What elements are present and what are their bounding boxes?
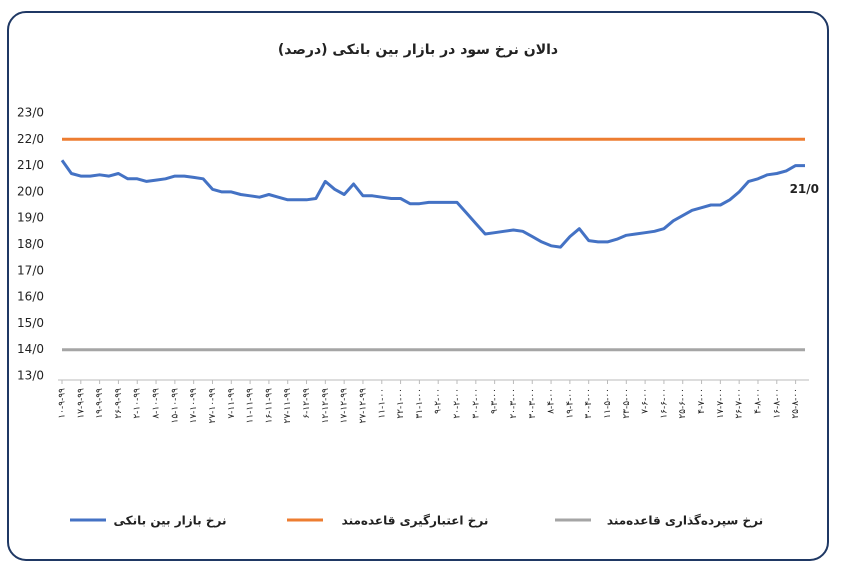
x-tick-label: ۱۱-۵-۰۰ [603,388,613,419]
x-tick-label: ۲۷-۱۰-۹۹ [208,388,218,424]
x-tick-label: ۱۹-۴-۰۰ [565,388,575,419]
x-tick-label: ۲۵-۸-۰۰ [791,388,801,419]
x-tick-label: ۱۷-۷-۰۰ [716,388,726,419]
y-tick-label: 15/0 [17,316,44,330]
x-tick-label: ۸-۴-۰۰ [547,388,557,414]
x-tick-label: ۲۲-۱-۰۰ [396,388,406,419]
x-tick-label: ۱۷-۹-۹۹ [76,388,86,419]
x-tick-label: ۳۰-۴-۰۰ [584,388,594,419]
y-tick-label: 19/0 [17,211,44,225]
frame [7,11,829,561]
value-label: 21/0 [790,182,819,196]
x-tick-label: ۲۶-۹-۹۹ [114,388,124,419]
x-tick-label: ۱۲-۱۲-۹۹ [321,388,331,424]
x-tick-label: ۲-۱۰-۹۹ [133,388,143,419]
x-tick-label: ۲۰-۲-۰۰ [453,388,463,419]
x-tick-label: ۷-۶-۰۰ [641,388,651,414]
x-tick-label: ۲۶-۷-۰۰ [735,388,745,419]
series-line [60,159,805,249]
x-tick-label: ۲۳-۵-۰۰ [622,388,632,419]
x-tick-label: ۲۷-۱۱-۹۹ [283,388,293,424]
chart-title: دالان نرخ سود در بازار بین بانکی (درصد) [278,42,558,58]
x-tick-label: ۶-۱۲-۹۹ [302,388,312,419]
x-tick-label: ۱۰-۹-۹۹ [58,388,68,419]
legend-label: نرخ اعتبارگیری قاعده‌مند [342,514,489,528]
x-tick-label: ۱۱-۱-۰۰ [377,388,387,419]
y-tick-label: 21/0 [17,158,44,172]
x-tick-label: ۱۱-۱۱-۹۹ [246,388,256,424]
x-tick-label: ۹-۳-۰۰ [490,388,500,414]
y-tick-label: 18/0 [17,237,44,251]
legend-label: نرخ بازار بین بانکی [114,514,227,528]
x-tick-label: ۱۹-۹-۹۹ [95,388,105,419]
x-tick-label: ۱۵-۱۰-۹۹ [170,388,180,424]
y-tick-label: 20/0 [17,184,44,198]
x-tick-label: ۴-۸-۰۰ [753,388,763,414]
y-tick-label: 16/0 [17,290,44,304]
x-tick-label: ۸-۱۰-۹۹ [152,388,162,419]
x-tick-label: ۲۵-۶-۰۰ [678,388,688,419]
legend-label: نرخ سپرده‌گذاری قاعده‌مند [607,514,763,528]
y-tick-label: 22/0 [17,132,44,146]
x-tick-label: ۹-۲-۰۰ [434,388,444,414]
x-tick-label: ۳۱-۱-۰۰ [415,388,425,419]
x-tick-label: ۳۰-۳-۰۰ [528,388,538,419]
y-tick-label: 14/0 [17,342,44,356]
y-tick-label: 23/0 [17,106,44,120]
x-tick-label: ۱۷-۱۲-۹۹ [340,388,350,424]
x-tick-label: ۱۷-۱۰-۹۹ [189,388,199,424]
y-tick-label: 17/0 [17,263,44,277]
x-tick-label: ۱۶-۱۱-۹۹ [264,388,274,424]
x-tick-label: ۴-۷-۰۰ [697,388,707,414]
x-tick-label: ۲۰-۳-۰۰ [509,388,519,419]
y-tick-label: 13/0 [17,369,44,383]
x-tick-label: ۱۶-۶-۰۰ [659,388,669,419]
x-tick-label: ۷-۱۱-۹۹ [227,388,237,419]
x-tick-label: ۳۰-۲-۰۰ [471,388,481,419]
x-tick-label: ۱۶-۸-۰۰ [772,388,782,419]
x-tick-label: ۲۷-۱۲-۹۹ [358,388,368,424]
